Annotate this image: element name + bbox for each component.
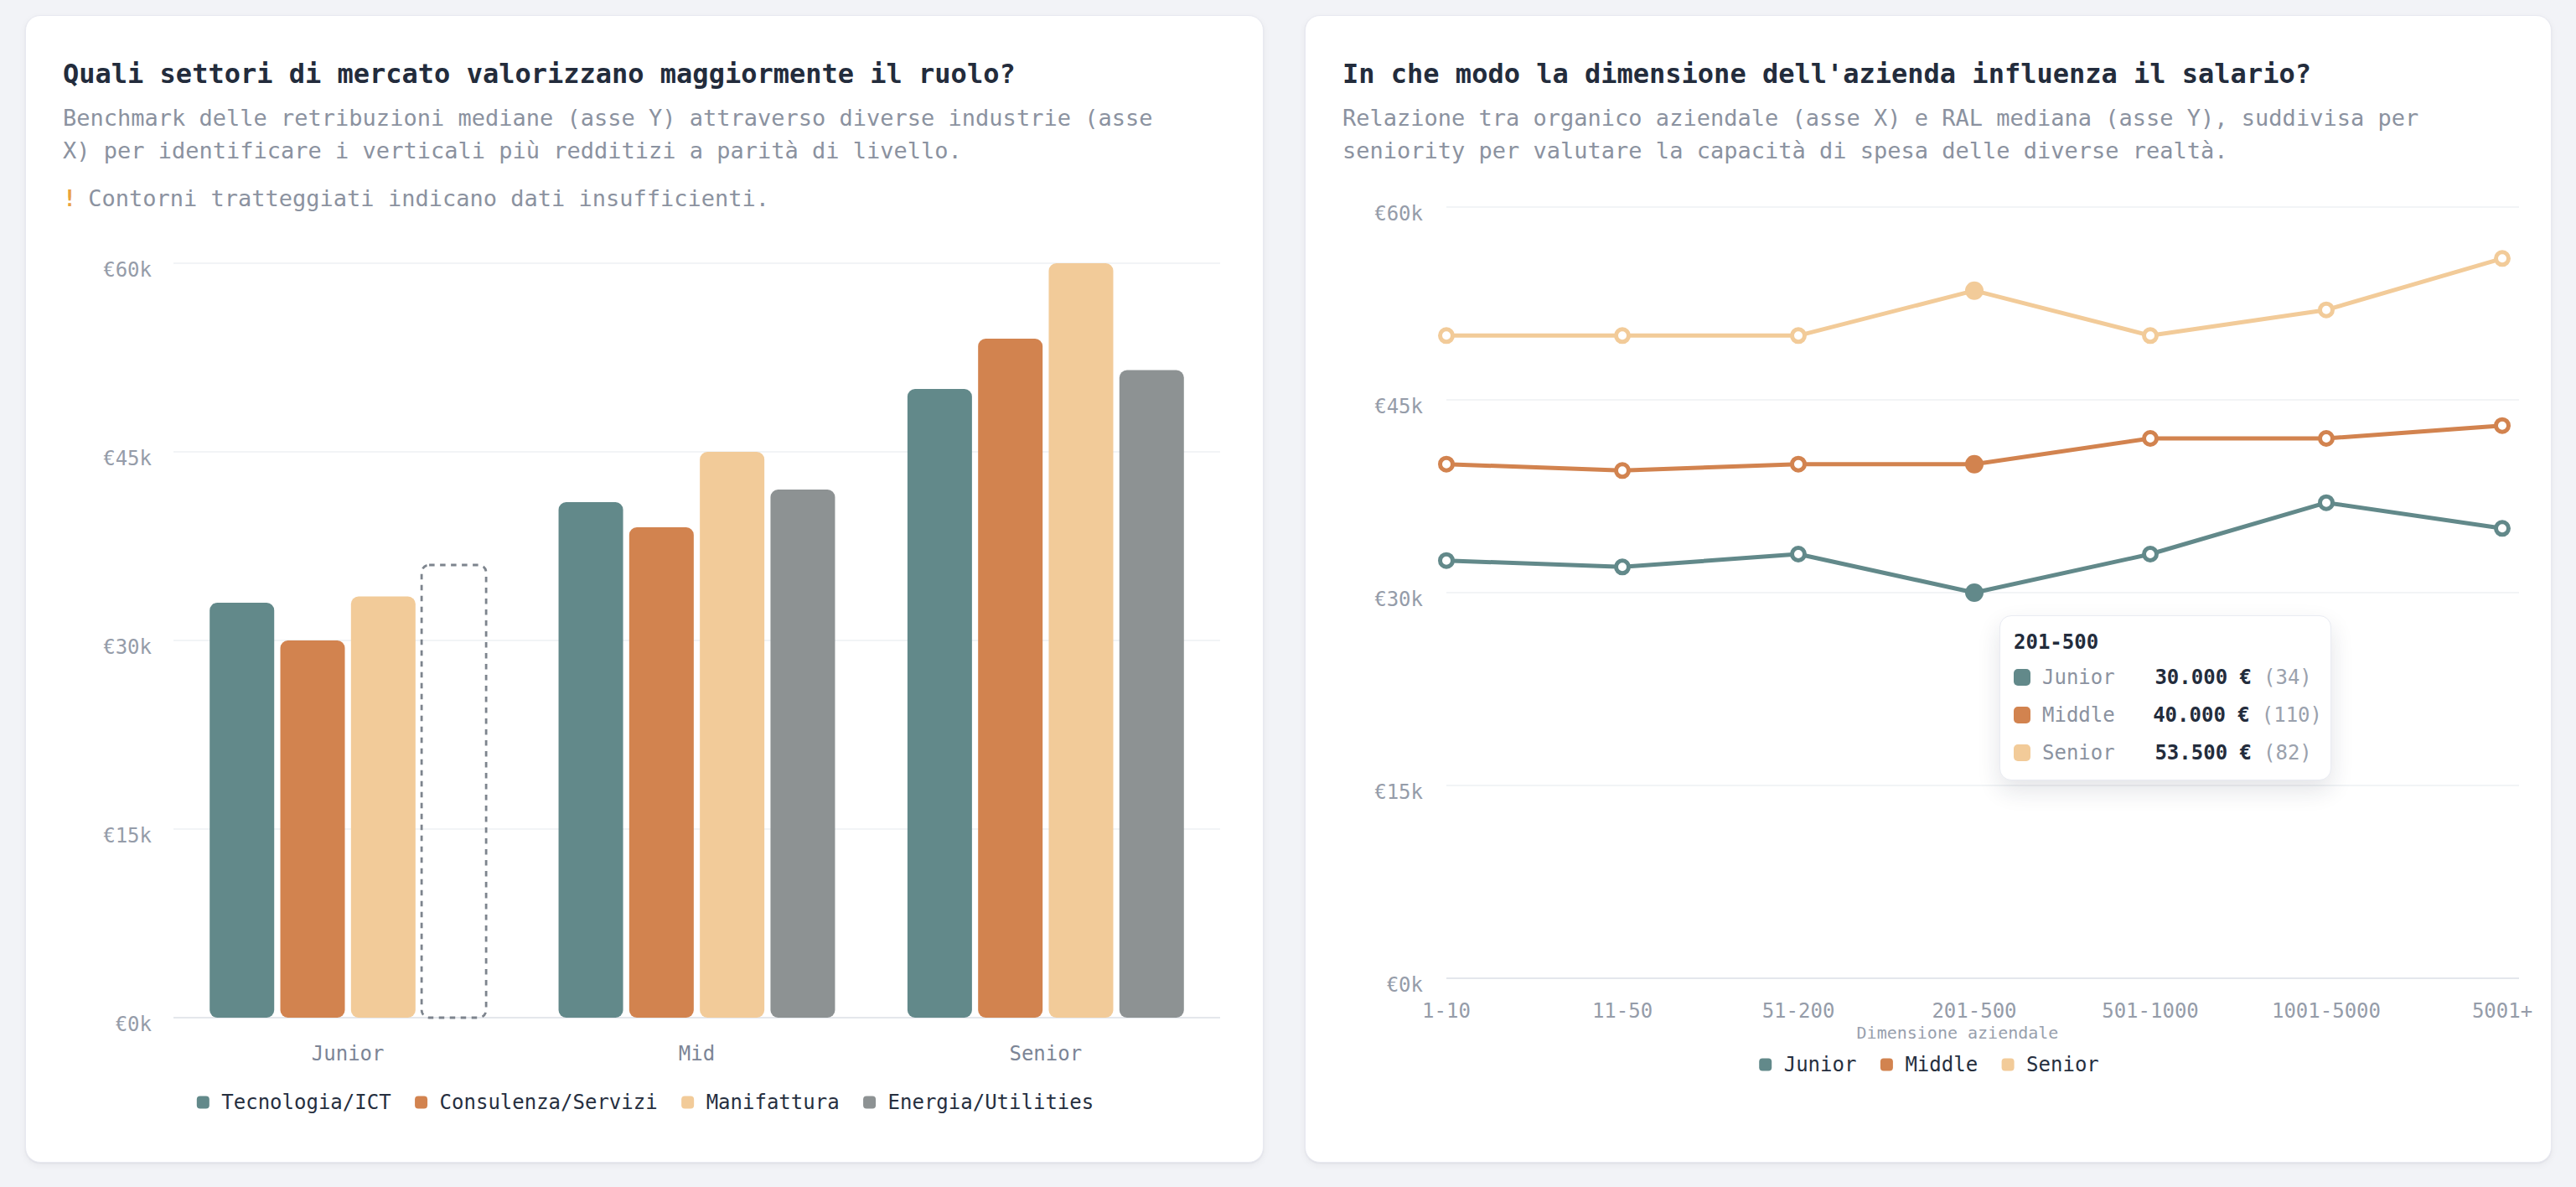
point-junior-5001+[interactable] — [2496, 522, 2509, 535]
tooltip-count: (34) — [2263, 666, 2312, 689]
card-title: In che modo la dimensione dell'azienda i… — [1342, 58, 2462, 90]
warning-icon: ! — [63, 185, 76, 211]
x-category-label: Senior — [1009, 1042, 1082, 1065]
line-chart-dimensione: €0k €15k €30k €45k €60k 1-10 11-50 51-200 201-50… — [1306, 16, 2552, 1163]
point-middle-51-200[interactable] — [1792, 458, 1805, 470]
legend-label[interactable]: Junior — [1784, 1053, 1857, 1076]
tooltip-rows: Junior 30.000 € (34) Middle 40.000 € (11… — [2014, 658, 2322, 771]
note-text: Contorni tratteggiati indicano dati insu… — [88, 185, 769, 211]
point-middle-1-10[interactable] — [1441, 458, 1453, 470]
card-header: Quali settori di mercato valorizzano mag… — [63, 58, 1182, 215]
x-tick-label: 1-10 — [1422, 999, 1471, 1023]
point-senior-5001+[interactable] — [2496, 252, 2509, 265]
card-subtitle: Relazione tra organico aziendale (asse X… — [1342, 101, 2462, 167]
legend-label[interactable]: Consulenza/Servizi — [440, 1091, 658, 1114]
bar-junior-manifattura[interactable] — [351, 597, 416, 1019]
point-senior-11-50[interactable] — [1616, 329, 1629, 342]
bar-mid-energia-utilities[interactable] — [770, 490, 835, 1018]
y-tick-label: €45k — [103, 447, 152, 470]
tooltip-label: Middle — [2042, 703, 2135, 727]
x-tick-label: 11-50 — [1592, 999, 1653, 1023]
bar-senior-energia-utilities[interactable] — [1120, 371, 1184, 1019]
bar-mid-manifattura[interactable] — [700, 452, 764, 1018]
x-tick-label: 501-1000 — [2102, 999, 2199, 1023]
y-tick-label: €45k — [1374, 395, 1423, 418]
legend-swatch-manifattura[interactable] — [681, 1096, 694, 1109]
point-junior-11-50[interactable] — [1616, 561, 1629, 573]
point-active-junior-201-500[interactable] — [1965, 583, 1984, 602]
senior-swatch — [2014, 744, 2030, 761]
point-middle-1001-5000[interactable] — [2320, 433, 2333, 445]
y-tick-label: €0k — [116, 1013, 153, 1036]
bar-mid-consulenza-servizi[interactable] — [629, 527, 694, 1018]
legend-swatch-middle[interactable] — [1880, 1059, 1893, 1071]
bar-junior-tecnologia-ict[interactable] — [209, 603, 274, 1018]
y-tick-label: €15k — [103, 824, 152, 847]
card-settori-mercato: €0k €15k €30k €45k €60k Junior Mid Senior Tecnol… — [25, 15, 1264, 1163]
middle-swatch — [2014, 707, 2030, 723]
y-tick-label: €0k — [1387, 973, 1424, 997]
point-junior-51-200[interactable] — [1792, 548, 1805, 561]
point-senior-51-200[interactable] — [1792, 329, 1805, 342]
point-senior-1-10[interactable] — [1441, 329, 1453, 342]
point-middle-11-50[interactable] — [1616, 464, 1629, 477]
legend-swatch-senior[interactable] — [2002, 1059, 2015, 1071]
card-subtitle: Benchmark delle retribuzioni mediane (as… — [63, 101, 1182, 167]
legend-label[interactable]: Manifattura — [706, 1091, 840, 1114]
x-category-label: Mid — [679, 1042, 715, 1065]
tooltip-row-junior: Junior 30.000 € (34) — [2014, 658, 2322, 696]
card-title: Quali settori di mercato valorizzano mag… — [63, 58, 1182, 90]
bar-junior-energia-utilities[interactable] — [422, 565, 486, 1018]
bar-senior-consulenza-servizi[interactable] — [978, 339, 1042, 1018]
bar-senior-tecnologia-ict[interactable] — [908, 389, 972, 1018]
y-tick-label: €60k — [1374, 202, 1423, 225]
legend-swatch-energia-utilities[interactable] — [863, 1096, 876, 1109]
point-junior-1001-5000[interactable] — [2320, 496, 2333, 509]
legend-label[interactable]: Middle — [1905, 1053, 1978, 1076]
tooltip-row-senior: Senior 53.500 € (82) — [2014, 733, 2322, 771]
chart-tooltip: 201-500 Junior 30.000 € (34) Middle 40.0… — [1999, 615, 2331, 780]
y-tick-label: €15k — [1374, 780, 1423, 804]
legend-label[interactable]: Tecnologia/ICT — [221, 1091, 391, 1114]
x-axis-title: Dimensione aziendale — [1857, 1023, 2059, 1043]
tooltip-row-middle: Middle 40.000 € (110) — [2014, 696, 2322, 733]
x-tick-label: 5001+ — [2472, 999, 2532, 1023]
tooltip-value: 30.000 € — [2136, 666, 2252, 689]
point-active-middle-201-500[interactable] — [1965, 455, 1984, 474]
x-category-label: Junior — [312, 1042, 385, 1065]
tooltip-label: Senior — [2042, 741, 2136, 765]
x-tick-label: 201-500 — [1932, 999, 2016, 1023]
tooltip-count: (110) — [2262, 703, 2322, 727]
y-tick-label: €30k — [1374, 588, 1423, 611]
point-middle-501-1000[interactable] — [2144, 433, 2157, 445]
tooltip-value: 53.500 € — [2136, 741, 2252, 765]
point-middle-5001+[interactable] — [2496, 419, 2509, 432]
point-junior-1-10[interactable] — [1441, 554, 1453, 567]
tooltip-count: (82) — [2263, 741, 2312, 765]
x-tick-label: 51-200 — [1762, 999, 1835, 1023]
point-senior-1001-5000[interactable] — [2320, 303, 2333, 316]
legend-swatch-tecnologia-ict[interactable] — [197, 1096, 209, 1109]
bar-mid-tecnologia-ict[interactable] — [559, 502, 623, 1018]
y-tick-label: €60k — [103, 258, 152, 282]
point-active-senior-201-500[interactable] — [1965, 282, 1984, 300]
line-junior — [1446, 503, 2502, 593]
tooltip-value: 40.000 € — [2135, 703, 2250, 727]
bar-junior-consulenza-servizi[interactable] — [281, 640, 345, 1018]
y-tick-label: €30k — [103, 635, 152, 659]
insufficient-data-note: ! Contorni tratteggiati indicano dati ins… — [63, 182, 1182, 215]
bar-senior-manifattura[interactable] — [1048, 263, 1113, 1018]
junior-swatch — [2014, 669, 2030, 686]
card-dimensione-azienda: €0k €15k €30k €45k €60k 1-10 11-50 51-200 201-50… — [1305, 15, 2552, 1163]
legend-label[interactable]: Senior — [2026, 1053, 2099, 1076]
tooltip-title: 201-500 — [2014, 630, 2322, 655]
legend-swatch-consulenza-servizi[interactable] — [415, 1096, 427, 1109]
tooltip-label: Junior — [2042, 666, 2136, 689]
card-header: In che modo la dimensione dell'azienda i… — [1342, 58, 2462, 167]
legend-label[interactable]: Energia/Utilities — [888, 1091, 1094, 1114]
point-junior-501-1000[interactable] — [2144, 548, 2157, 561]
point-senior-501-1000[interactable] — [2144, 329, 2157, 342]
legend-swatch-junior[interactable] — [1759, 1059, 1772, 1071]
x-tick-label: 1001-5000 — [2272, 999, 2381, 1023]
